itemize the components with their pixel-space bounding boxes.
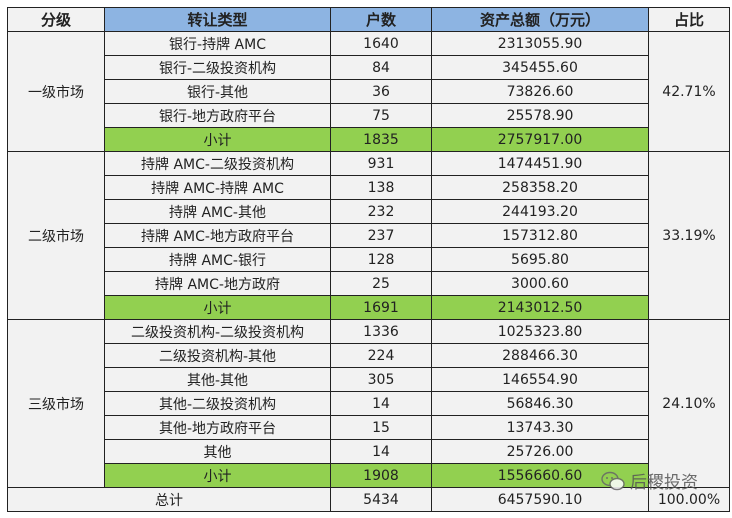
assets-cell: 13743.30 [431, 415, 649, 440]
level-cell: 二级市场 [7, 151, 105, 320]
header-row: 分级 转让类型 户数 资产总额（万元） 占比 [7, 7, 730, 32]
table-row: 其他 14 25726.00 [8, 439, 730, 464]
table-row: 三级市场 二级投资机构-二级投资机构 1336 1025323.80 24.10% [7, 319, 730, 488]
assets-cell: 25578.90 [431, 103, 649, 128]
level-cell: 三级市场 [7, 319, 105, 488]
assets-cell: 345455.60 [431, 55, 649, 80]
type-cell: 持牌 AMC-地方政府 [104, 271, 331, 296]
ratio-cell: 33.19% [648, 151, 730, 320]
count-cell: 75 [330, 103, 432, 128]
total-count: 5434 [330, 487, 432, 512]
subtotal-assets: 2143012.50 [431, 295, 649, 320]
table-row: 持牌 AMC-银行 128 5695.80 [8, 247, 730, 272]
type-cell: 二级投资机构-其他 [104, 343, 331, 368]
total-assets: 6457590.10 [431, 487, 649, 512]
type-cell: 持牌 AMC-持牌 AMC [104, 175, 331, 200]
count-cell: 25 [330, 271, 432, 296]
table-row: 二级投资机构-其他 224 288466.30 [8, 343, 730, 368]
total-row: 总计 5434 6457590.10 100.00% [7, 487, 730, 512]
header-type: 转让类型 [104, 7, 331, 32]
header-level: 分级 [7, 7, 105, 32]
type-cell: 持牌 AMC-二级投资机构 [104, 151, 331, 176]
subtotal-count: 1908 [330, 463, 432, 488]
watermark-text: 后稷投资 [630, 473, 698, 493]
level-cell: 一级市场 [7, 31, 105, 152]
header-count: 户数 [330, 7, 432, 32]
table-row: 银行-地方政府平台 75 25578.90 [8, 103, 730, 128]
count-cell: 232 [330, 199, 432, 224]
assets-cell: 146554.90 [431, 367, 649, 392]
count-cell: 36 [330, 79, 432, 104]
total-ratio: 100.00% [648, 487, 730, 512]
table-row: 银行-其他 36 73826.60 [8, 79, 730, 104]
assets-cell: 1474451.90 [431, 151, 649, 176]
type-cell: 持牌 AMC-其他 [104, 199, 331, 224]
assets-cell: 1025323.80 [431, 319, 649, 344]
assets-cell: 3000.60 [431, 271, 649, 296]
assets-cell: 2313055.90 [431, 31, 649, 56]
type-cell: 二级投资机构-二级投资机构 [104, 319, 331, 344]
subtotal-count: 1835 [330, 127, 432, 152]
wechat-icon [601, 471, 625, 490]
type-cell: 其他-二级投资机构 [104, 391, 331, 416]
table-row: 其他-二级投资机构 14 56846.30 [8, 391, 730, 416]
count-cell: 15 [330, 415, 432, 440]
table-row: 持牌 AMC-持牌 AMC 138 258358.20 [8, 175, 730, 200]
assets-cell: 56846.30 [431, 391, 649, 416]
subtotal-label: 小计 [104, 463, 331, 488]
subtotal-label: 小计 [104, 295, 331, 320]
table-row: 持牌 AMC-其他 232 244193.20 [8, 199, 730, 224]
ratio-cell: 24.10% [648, 319, 730, 488]
count-cell: 14 [330, 391, 432, 416]
type-cell: 其他-地方政府平台 [104, 415, 331, 440]
type-cell: 其他 [104, 439, 331, 464]
assets-cell: 258358.20 [431, 175, 649, 200]
table-row: 持牌 AMC-地方政府 25 3000.60 [8, 271, 730, 296]
assets-cell: 288466.30 [431, 343, 649, 368]
count-cell: 931 [330, 151, 432, 176]
type-cell: 银行-其他 [104, 79, 331, 104]
assets-cell: 25726.00 [431, 439, 649, 464]
type-cell: 持牌 AMC-地方政府平台 [104, 223, 331, 248]
table-row: 其他-地方政府平台 15 13743.30 [8, 415, 730, 440]
transfer-table: 分级 转让类型 户数 资产总额（万元） 占比 一级市场 银行-持牌 AMC 1640… [7, 7, 730, 512]
assets-cell: 157312.80 [431, 223, 649, 248]
table-row: 银行-二级投资机构 84 345455.60 [8, 55, 730, 80]
type-cell: 银行-地方政府平台 [104, 103, 331, 128]
count-cell: 128 [330, 247, 432, 272]
assets-cell: 5695.80 [431, 247, 649, 272]
count-cell: 237 [330, 223, 432, 248]
header-assets: 资产总额（万元） [431, 7, 649, 32]
type-cell: 其他-其他 [104, 367, 331, 392]
total-label: 总计 [7, 487, 331, 512]
subtotal-row: 小计 1691 2143012.50 [8, 295, 730, 320]
subtotal-assets: 2757917.00 [431, 127, 649, 152]
assets-cell: 244193.20 [431, 199, 649, 224]
table-row: 其他-其他 305 146554.90 [8, 367, 730, 392]
subtotal-count: 1691 [330, 295, 432, 320]
subtotal-row: 小计 1835 2757917.00 [8, 127, 730, 152]
subtotal-row: 小计 1908 1556660.60 [8, 463, 730, 488]
table-row: 持牌 AMC-地方政府平台 237 157312.80 [8, 223, 730, 248]
watermark: 后稷投资 [600, 468, 698, 493]
type-cell: 银行-持牌 AMC [104, 31, 331, 56]
count-cell: 1336 [330, 319, 432, 344]
table-row: 一级市场 银行-持牌 AMC 1640 2313055.90 42.71% [7, 31, 730, 152]
header-ratio: 占比 [648, 7, 730, 32]
assets-cell: 73826.60 [431, 79, 649, 104]
type-cell: 银行-二级投资机构 [104, 55, 331, 80]
count-cell: 138 [330, 175, 432, 200]
table-row: 二级市场 持牌 AMC-二级投资机构 931 1474451.90 33.19% [7, 151, 730, 320]
count-cell: 305 [330, 367, 432, 392]
subtotal-label: 小计 [104, 127, 331, 152]
count-cell: 1640 [330, 31, 432, 56]
count-cell: 84 [330, 55, 432, 80]
count-cell: 14 [330, 439, 432, 464]
ratio-cell: 42.71% [648, 31, 730, 152]
type-cell: 持牌 AMC-银行 [104, 247, 331, 272]
count-cell: 224 [330, 343, 432, 368]
